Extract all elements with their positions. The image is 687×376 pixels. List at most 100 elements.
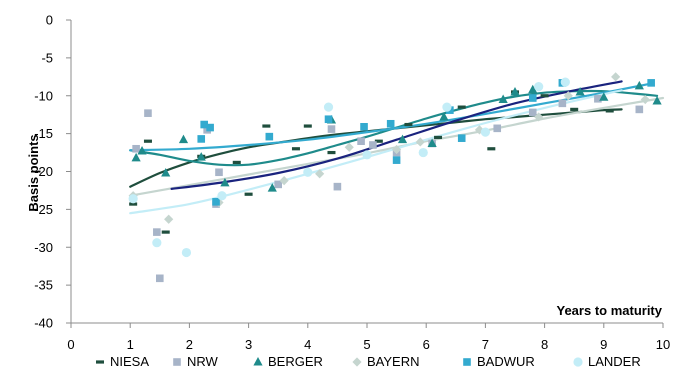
point-berger bbox=[599, 92, 609, 101]
point-niesa bbox=[262, 124, 271, 128]
legend: NIESA NRW BERGER BAYERN BADWUR LANDER bbox=[96, 354, 641, 369]
point-bayern bbox=[392, 144, 402, 155]
y-tick-label: -15 bbox=[34, 126, 53, 141]
legend-marker-bayern bbox=[352, 357, 362, 367]
point-berger bbox=[267, 183, 277, 192]
y-tick-label: -20 bbox=[34, 164, 53, 179]
point-bayern bbox=[164, 214, 174, 224]
legend-label-nrw: NRW bbox=[187, 354, 219, 369]
point-niesa bbox=[434, 135, 443, 140]
point-lander bbox=[217, 191, 227, 201]
point-nrw bbox=[528, 108, 537, 117]
point-lander bbox=[323, 102, 334, 112]
legend-label-bayern: BAYERN bbox=[367, 354, 420, 369]
x-tick-label: 9 bbox=[600, 337, 607, 352]
point-badwur bbox=[197, 135, 206, 143]
point-lander bbox=[362, 150, 372, 160]
point-badwur bbox=[457, 134, 466, 142]
y-tick-label: -5 bbox=[41, 50, 53, 65]
point-lander bbox=[181, 247, 192, 258]
point-bayern bbox=[534, 112, 544, 122]
point-berger bbox=[131, 152, 141, 162]
x-tick-label: 10 bbox=[656, 337, 670, 352]
point-berger bbox=[439, 111, 449, 121]
point-berger bbox=[528, 84, 538, 94]
point-nrw bbox=[558, 99, 567, 108]
point-niesa bbox=[303, 124, 312, 128]
point-lander bbox=[418, 147, 428, 158]
legend-label-berger: BERGER bbox=[268, 354, 323, 369]
point-badwur bbox=[386, 119, 395, 128]
point-niesa bbox=[244, 192, 253, 196]
point-nrw bbox=[635, 105, 644, 114]
point-nrw bbox=[153, 228, 161, 236]
point-nrw bbox=[144, 109, 152, 117]
point-berger bbox=[397, 134, 408, 144]
y-tick-label: -35 bbox=[34, 278, 53, 293]
point-bayern bbox=[344, 142, 354, 152]
point-berger bbox=[510, 86, 520, 96]
point-niesa bbox=[143, 139, 152, 143]
point-berger bbox=[498, 94, 508, 104]
point-nrw bbox=[357, 137, 365, 145]
point-lander bbox=[128, 194, 138, 204]
point-berger bbox=[652, 96, 662, 105]
point-niesa bbox=[605, 109, 614, 113]
point-berger bbox=[137, 146, 147, 155]
y-tick-labels: 0 -5 -10 -15 -20 -25 -30 -35 -40 bbox=[34, 13, 71, 331]
point-badwur bbox=[200, 120, 208, 129]
point-nrw bbox=[493, 124, 502, 133]
point-berger bbox=[178, 134, 189, 144]
point-berger bbox=[575, 86, 585, 96]
trend-line-badwur bbox=[129, 82, 653, 152]
point-bayern bbox=[315, 169, 325, 179]
point-lander bbox=[303, 167, 313, 177]
legend-marker-lander bbox=[573, 357, 583, 367]
y-tick-label: -30 bbox=[34, 240, 53, 255]
x-axis-title: Years to maturity bbox=[557, 303, 663, 318]
y-tick-label: -10 bbox=[34, 88, 53, 103]
point-berger bbox=[427, 138, 437, 147]
axes bbox=[70, 20, 663, 324]
point-niesa bbox=[487, 147, 496, 151]
point-niesa bbox=[374, 139, 383, 143]
point-bayern bbox=[640, 94, 650, 105]
x-tick-label: 4 bbox=[304, 337, 311, 352]
point-badwur bbox=[324, 115, 333, 124]
point-bayern bbox=[279, 175, 289, 186]
point-nrw bbox=[594, 94, 602, 103]
x-tick-labels: 0 1 2 3 4 5 6 7 8 9 10 bbox=[67, 323, 670, 352]
x-tick-label: 6 bbox=[423, 337, 430, 352]
point-bayern bbox=[415, 137, 425, 147]
data-points bbox=[128, 72, 662, 283]
y-tick-label: -25 bbox=[34, 202, 53, 217]
point-niesa bbox=[129, 202, 138, 206]
point-niesa bbox=[327, 150, 336, 155]
point-badwur bbox=[528, 94, 537, 102]
point-niesa bbox=[404, 122, 413, 127]
point-badwur bbox=[206, 123, 214, 132]
point-badwur bbox=[392, 156, 401, 164]
point-badwur bbox=[265, 132, 274, 141]
legend-label-lander: LANDER bbox=[588, 354, 641, 369]
point-berger bbox=[196, 152, 206, 161]
x-tick-label: 7 bbox=[482, 337, 489, 352]
point-niesa bbox=[232, 160, 241, 165]
legend-marker-badwur bbox=[463, 358, 471, 366]
point-niesa bbox=[540, 94, 549, 98]
y-tick-label: -40 bbox=[34, 316, 53, 331]
point-bayern bbox=[563, 91, 573, 101]
point-nrw bbox=[274, 180, 282, 189]
x-tick-label: 8 bbox=[541, 337, 548, 352]
point-niesa bbox=[161, 230, 170, 234]
point-badwur bbox=[360, 123, 368, 131]
point-badwur bbox=[647, 79, 655, 87]
point-nrw bbox=[156, 274, 164, 283]
x-tick-label: 3 bbox=[245, 337, 252, 352]
point-nrw bbox=[369, 141, 377, 149]
point-nrw bbox=[327, 125, 336, 133]
point-berger bbox=[220, 177, 230, 187]
x-tick-label: 2 bbox=[186, 337, 193, 352]
legend-marker-nrw bbox=[173, 358, 181, 366]
